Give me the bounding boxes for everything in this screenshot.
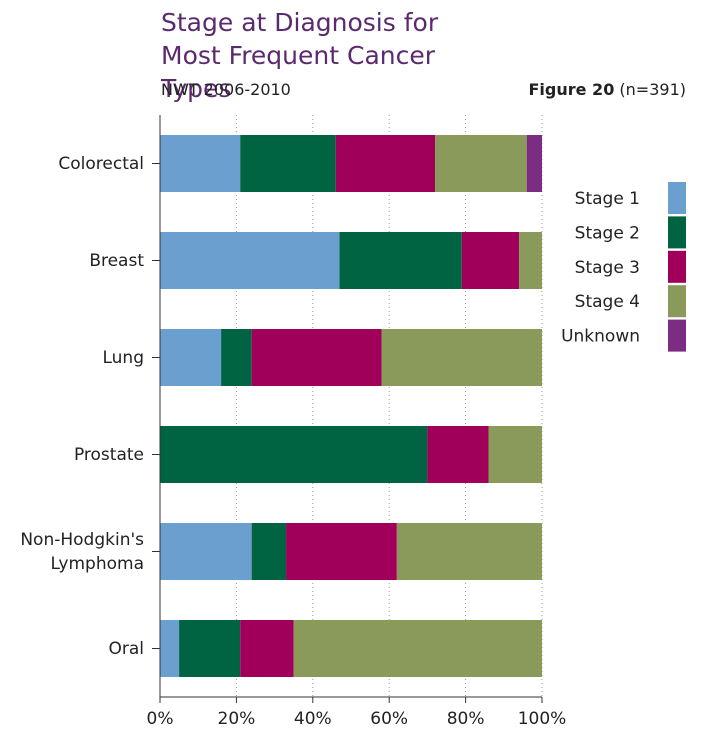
x-tick-label: 0%	[147, 709, 174, 729]
bar-segment	[427, 426, 489, 483]
figure-note: (n=391)	[619, 80, 686, 99]
y-tick-label: Breast	[89, 250, 144, 271]
figure-label: Figure 20 (n=391)	[528, 80, 686, 99]
bar-segment	[160, 135, 241, 192]
x-tick-label: 100%	[518, 709, 567, 729]
bar-segment	[251, 329, 382, 386]
x-tick-label: 20%	[218, 709, 256, 729]
y-tick-label: Colorectal	[58, 153, 144, 174]
bar-segment	[435, 135, 527, 192]
legend-label: Unknown	[561, 327, 640, 347]
chart-subtitle: NWT 2006-2010	[161, 80, 291, 99]
y-tick-label: Prostate	[73, 444, 144, 465]
figure-number: Figure 20	[528, 80, 615, 99]
bar-segment	[251, 523, 287, 580]
x-tick-label: 80%	[447, 709, 485, 729]
legend-swatch	[668, 250, 686, 283]
x-tick-label: 40%	[294, 709, 332, 729]
y-tick-label: Non-Hodgkin's Lymphoma	[20, 529, 144, 574]
bar-segment	[396, 523, 542, 580]
y-tick-label: Oral	[108, 638, 144, 659]
legend-label: Stage 3	[575, 258, 640, 278]
bar-segment	[240, 135, 336, 192]
bar-segment	[286, 523, 397, 580]
chart-title: Stage at Diagnosis for Most Frequent Can…	[161, 8, 439, 103]
legend-swatch	[668, 216, 686, 249]
y-tick-label: Lung	[102, 347, 144, 368]
bar-segment	[240, 620, 294, 677]
bar-segment	[335, 135, 436, 192]
bar-segment	[160, 620, 180, 677]
bar-segment	[461, 232, 520, 289]
legend-label: Stage 1	[575, 189, 640, 209]
bar-segment	[160, 232, 340, 289]
x-tick-label: 60%	[370, 709, 408, 729]
bar-segment	[519, 232, 542, 289]
legend-swatch	[668, 182, 686, 214]
bar-segment	[221, 329, 252, 386]
bar-segment	[526, 135, 542, 192]
bar-segment	[293, 620, 542, 677]
legend-swatch	[668, 319, 686, 352]
bar-segment	[160, 523, 252, 580]
bar-segment	[160, 426, 428, 483]
bar-segment	[381, 329, 542, 386]
bar-segment	[339, 232, 462, 289]
legend-label: Stage 2	[575, 223, 640, 243]
bar-segment	[160, 329, 222, 386]
legend-label: Stage 4	[575, 292, 640, 312]
legend-swatch	[668, 285, 686, 318]
bar-segment	[179, 620, 241, 677]
bar-segment	[488, 426, 542, 483]
